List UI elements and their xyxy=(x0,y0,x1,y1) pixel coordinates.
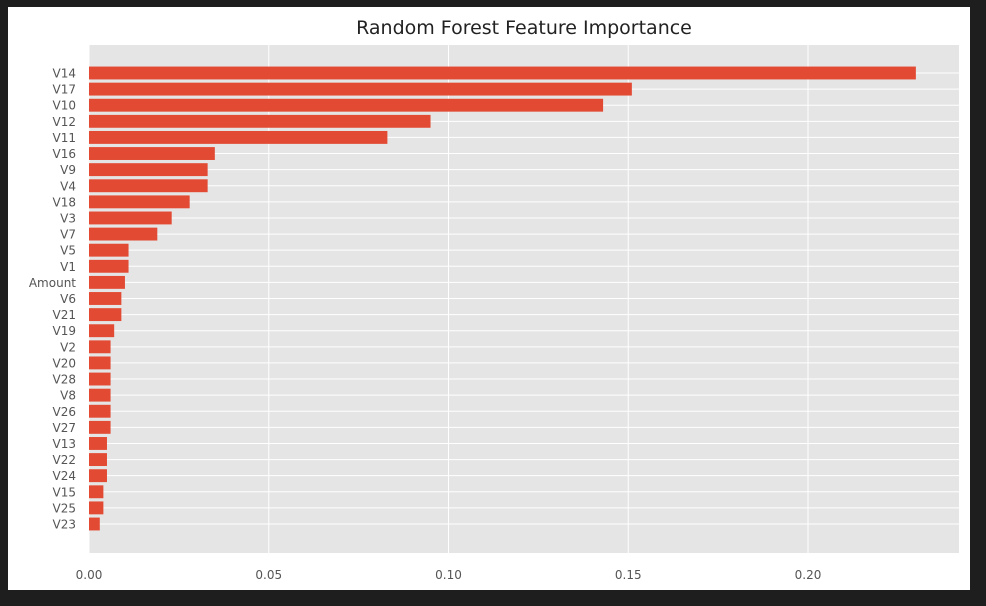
y-tick-label: V5 xyxy=(60,244,76,258)
y-tick-label: V22 xyxy=(53,453,76,467)
y-tick-label: V16 xyxy=(53,147,76,161)
bar-v6 xyxy=(89,292,122,305)
x-tick-labels: 0.00 0.05 0.10 0.15 0.20 xyxy=(76,568,822,582)
bar-v24 xyxy=(89,469,107,483)
y-tick-label: V7 xyxy=(60,228,76,242)
chart-figure: V14 V17 V10 V12 V11 V16 V9 V4 V18 V3 V7 V5 V1 Amount V… xyxy=(8,7,970,590)
bar-v16 xyxy=(89,147,215,160)
y-tick-label: V9 xyxy=(60,163,76,177)
y-tick-label: V1 xyxy=(60,260,76,274)
y-tick-label: V3 xyxy=(60,211,76,225)
bar-v18 xyxy=(89,195,190,209)
bar-v13 xyxy=(89,437,107,450)
bar-v28 xyxy=(89,372,111,386)
bar-v23 xyxy=(89,517,100,531)
bar-v22 xyxy=(89,453,107,467)
bar-v26 xyxy=(89,404,111,418)
y-tick-label: V25 xyxy=(53,501,76,515)
bar-v8 xyxy=(89,388,111,402)
y-tick-label: V24 xyxy=(53,469,76,483)
y-tick-label: V11 xyxy=(53,131,76,145)
bar-v27 xyxy=(89,420,111,434)
x-tick-label: 0.05 xyxy=(255,568,282,582)
bar-v14 xyxy=(89,66,916,80)
bar-v25 xyxy=(89,501,104,515)
y-tick-label: Amount xyxy=(29,276,76,290)
y-tick-label: V10 xyxy=(53,99,76,113)
y-tick-label: V28 xyxy=(53,373,76,387)
bar-v9 xyxy=(89,163,208,177)
y-tick-label: V13 xyxy=(53,437,76,451)
y-tick-label: V20 xyxy=(53,356,76,370)
y-tick-label: V14 xyxy=(53,67,76,81)
bar-v12 xyxy=(89,114,431,128)
x-tick-label: 0.00 xyxy=(76,568,103,582)
y-tick-label: V17 xyxy=(53,83,76,97)
y-tick-label: V21 xyxy=(53,308,76,322)
bar-v15 xyxy=(89,485,104,499)
y-tick-label: V18 xyxy=(53,195,76,209)
y-tick-label: V26 xyxy=(53,405,76,419)
bar-v2 xyxy=(89,340,111,354)
y-tick-label: V2 xyxy=(60,340,76,354)
y-tick-label: V19 xyxy=(53,324,76,338)
bar-v10 xyxy=(89,98,604,112)
x-tick-label: 0.20 xyxy=(795,568,822,582)
feature-importance-chart: V14 V17 V10 V12 V11 V16 V9 V4 V18 V3 V7 V5 V1 Amount V… xyxy=(29,17,959,582)
bar-amount xyxy=(89,275,125,289)
y-tick-label: V8 xyxy=(60,389,76,403)
chart-title: Random Forest Feature Importance xyxy=(356,17,692,39)
x-tick-label: 0.10 xyxy=(435,568,462,582)
bar-v3 xyxy=(89,211,172,225)
bar-v1 xyxy=(89,259,129,273)
y-tick-label: V27 xyxy=(53,421,76,435)
bar-v21 xyxy=(89,308,122,322)
y-tick-label: V6 xyxy=(60,292,76,306)
y-tick-label: V4 xyxy=(60,179,76,193)
y-tick-label: V23 xyxy=(53,518,76,532)
y-tick-labels: V14 V17 V10 V12 V11 V16 V9 V4 V18 V3 V7 V5 V1 Amount V… xyxy=(29,67,76,532)
bars xyxy=(89,66,916,531)
bar-v20 xyxy=(89,356,111,370)
bar-v4 xyxy=(89,179,208,193)
bar-v7 xyxy=(89,227,158,241)
bar-v5 xyxy=(89,243,129,257)
bar-v17 xyxy=(89,82,632,96)
y-tick-label: V15 xyxy=(53,485,76,499)
bar-v11 xyxy=(89,130,388,144)
x-tick-label: 0.15 xyxy=(615,568,642,582)
bar-v19 xyxy=(89,324,115,338)
y-tick-label: V12 xyxy=(53,115,76,129)
